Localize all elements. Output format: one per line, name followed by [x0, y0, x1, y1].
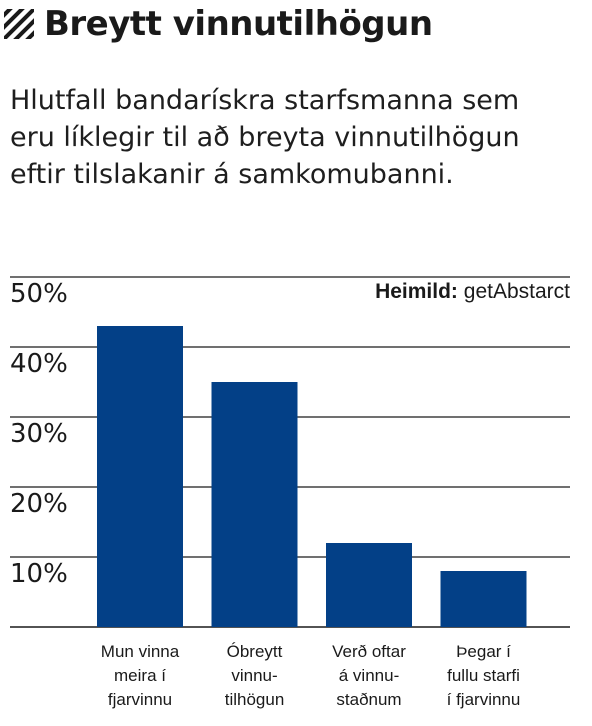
x-category-label: staðnum	[336, 690, 401, 709]
hatch-icon	[4, 9, 34, 39]
source-value: getAbstarct	[463, 280, 570, 303]
x-category-label: í fjarvinnu	[447, 690, 521, 709]
x-category-label: Mun vinna	[101, 642, 180, 661]
x-axis-labels: Mun vinna meira í fjarvinnu Óbreytt vinnu-ti…	[101, 642, 521, 709]
y-tick-label: 40%	[10, 349, 68, 379]
y-tick-label: 20%	[10, 489, 68, 519]
bar	[326, 543, 412, 627]
x-category-label: á vinnu-	[339, 666, 399, 685]
bar	[440, 571, 527, 627]
chart-subtitle: Hlutfall bandarískra starfsmanna sem eru…	[10, 85, 520, 190]
chart-title: Breytt vinnutilhögun	[44, 4, 433, 44]
chart-header: Breytt vinnutilhögun	[4, 2, 433, 46]
x-category-label: fullu starfi	[447, 666, 520, 685]
y-tick-label: 30%	[10, 419, 68, 449]
source-note: Heimild: getAbstarct	[375, 280, 570, 304]
x-category-label: tilhögun	[225, 690, 285, 709]
y-tick-label: 50%	[10, 279, 68, 309]
y-tick-label: 10%	[10, 559, 68, 589]
x-category-label: Óbreytt	[227, 642, 283, 661]
bars-layer	[97, 326, 527, 627]
bar-chart: 10% 20% 30% 40% 50% Mun vinna meira í fjarvinn…	[10, 276, 570, 709]
source-label: Heimild:	[375, 280, 458, 303]
y-axis-ticks: 10% 20% 30% 40% 50%	[10, 279, 68, 589]
bar	[97, 326, 183, 627]
x-category-label: fjarvinnu	[108, 690, 172, 709]
x-category-label: Þegar í	[456, 642, 511, 661]
x-category-label: Verð oftar	[332, 642, 406, 661]
x-category-label: meira í	[114, 666, 166, 685]
x-category-label: vinnu-	[231, 666, 277, 685]
bar	[211, 382, 298, 627]
